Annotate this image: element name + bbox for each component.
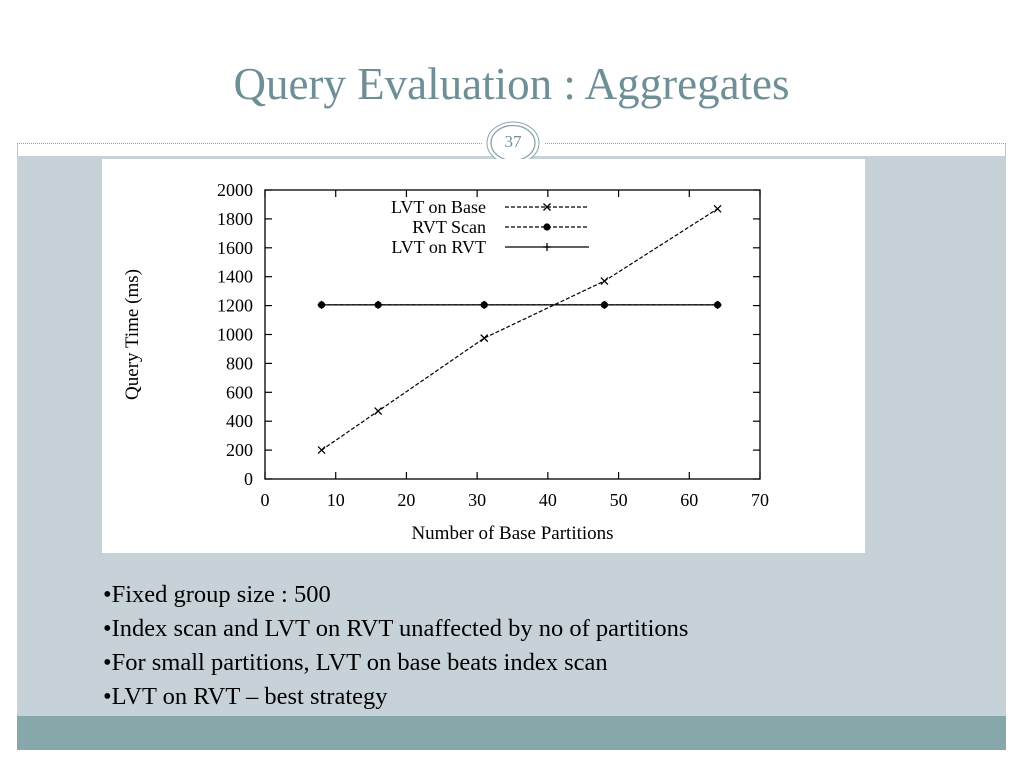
x-tick-label: 40 [539,490,557,510]
y-tick-label: 1200 [217,296,253,316]
y-tick-label: 2000 [217,180,253,200]
x-marker [600,277,609,285]
x-axis-label: Number of Base Partitions [411,523,613,544]
bullet-item: •For small partitions, LVT on base beats… [103,649,608,676]
x-marker [317,446,326,455]
title-divider-left [17,143,482,144]
bullet-item: •Fixed group size : 500 [103,581,331,608]
legend-label: LVT on RVT [391,237,486,257]
star-marker [713,301,722,309]
star-marker [374,301,382,309]
page-number-badge [486,121,540,165]
title-divider-right [545,143,1006,144]
x-tick-label: 60 [680,490,698,510]
bullet-list: •Fixed group size : 500 •Index scan and … [103,578,863,714]
bullet-item: •LVT on RVT – best strategy [103,683,388,710]
y-tick-label: 1400 [217,267,253,287]
series-lvt-on-base [317,204,722,455]
x-tick-label: 10 [327,490,345,510]
footer-band [17,716,1006,750]
y-tick-label: 1800 [217,209,253,229]
x-marker [374,407,383,416]
x-marker [480,334,489,343]
x-marker [713,204,722,213]
series-line [321,208,718,451]
y-tick-label: 800 [226,353,253,373]
star-marker [543,223,551,231]
page-number: 37 [504,132,522,151]
y-tick-label: 1000 [217,325,253,345]
chart-panel: 0 200 400 600 800 1000 1200 1400 1600 1800 2000 0 10… [102,159,865,553]
bullet-item: •Index scan and LVT on RVT unaffected by… [103,615,689,642]
star-marker [600,301,609,309]
y-tick-label: 1600 [217,238,253,258]
y-tick-label: 200 [226,440,253,460]
x-tick-label: 30 [468,490,486,510]
star-marker [317,301,326,309]
x-tick-label: 70 [751,490,769,510]
legend-label: LVT on Base [391,197,486,217]
x-tick-label: 20 [397,490,415,510]
legend-label: RVT Scan [412,217,486,237]
y-tick-label: 0 [244,469,253,489]
x-marker [543,203,551,211]
axes-layer: 0 200 400 600 800 1000 1200 1400 1600 1800 2000 0 10… [122,180,769,544]
series-rvt-scan [317,301,722,309]
plot-frame [264,189,761,480]
y-axis-label: Query Time (ms) [122,269,143,400]
y-tick-label: 600 [226,382,253,402]
line-chart: 0 200 400 600 800 1000 1200 1400 1600 1800 2000 0 10… [122,180,769,544]
star-marker [480,301,488,309]
slide-title: Query Evaluation : Aggregates [233,59,790,109]
y-tick-label: 400 [226,411,253,431]
series-layer [317,204,722,455]
x-tick-label: 50 [610,490,628,510]
x-tick-label: 0 [261,490,270,510]
